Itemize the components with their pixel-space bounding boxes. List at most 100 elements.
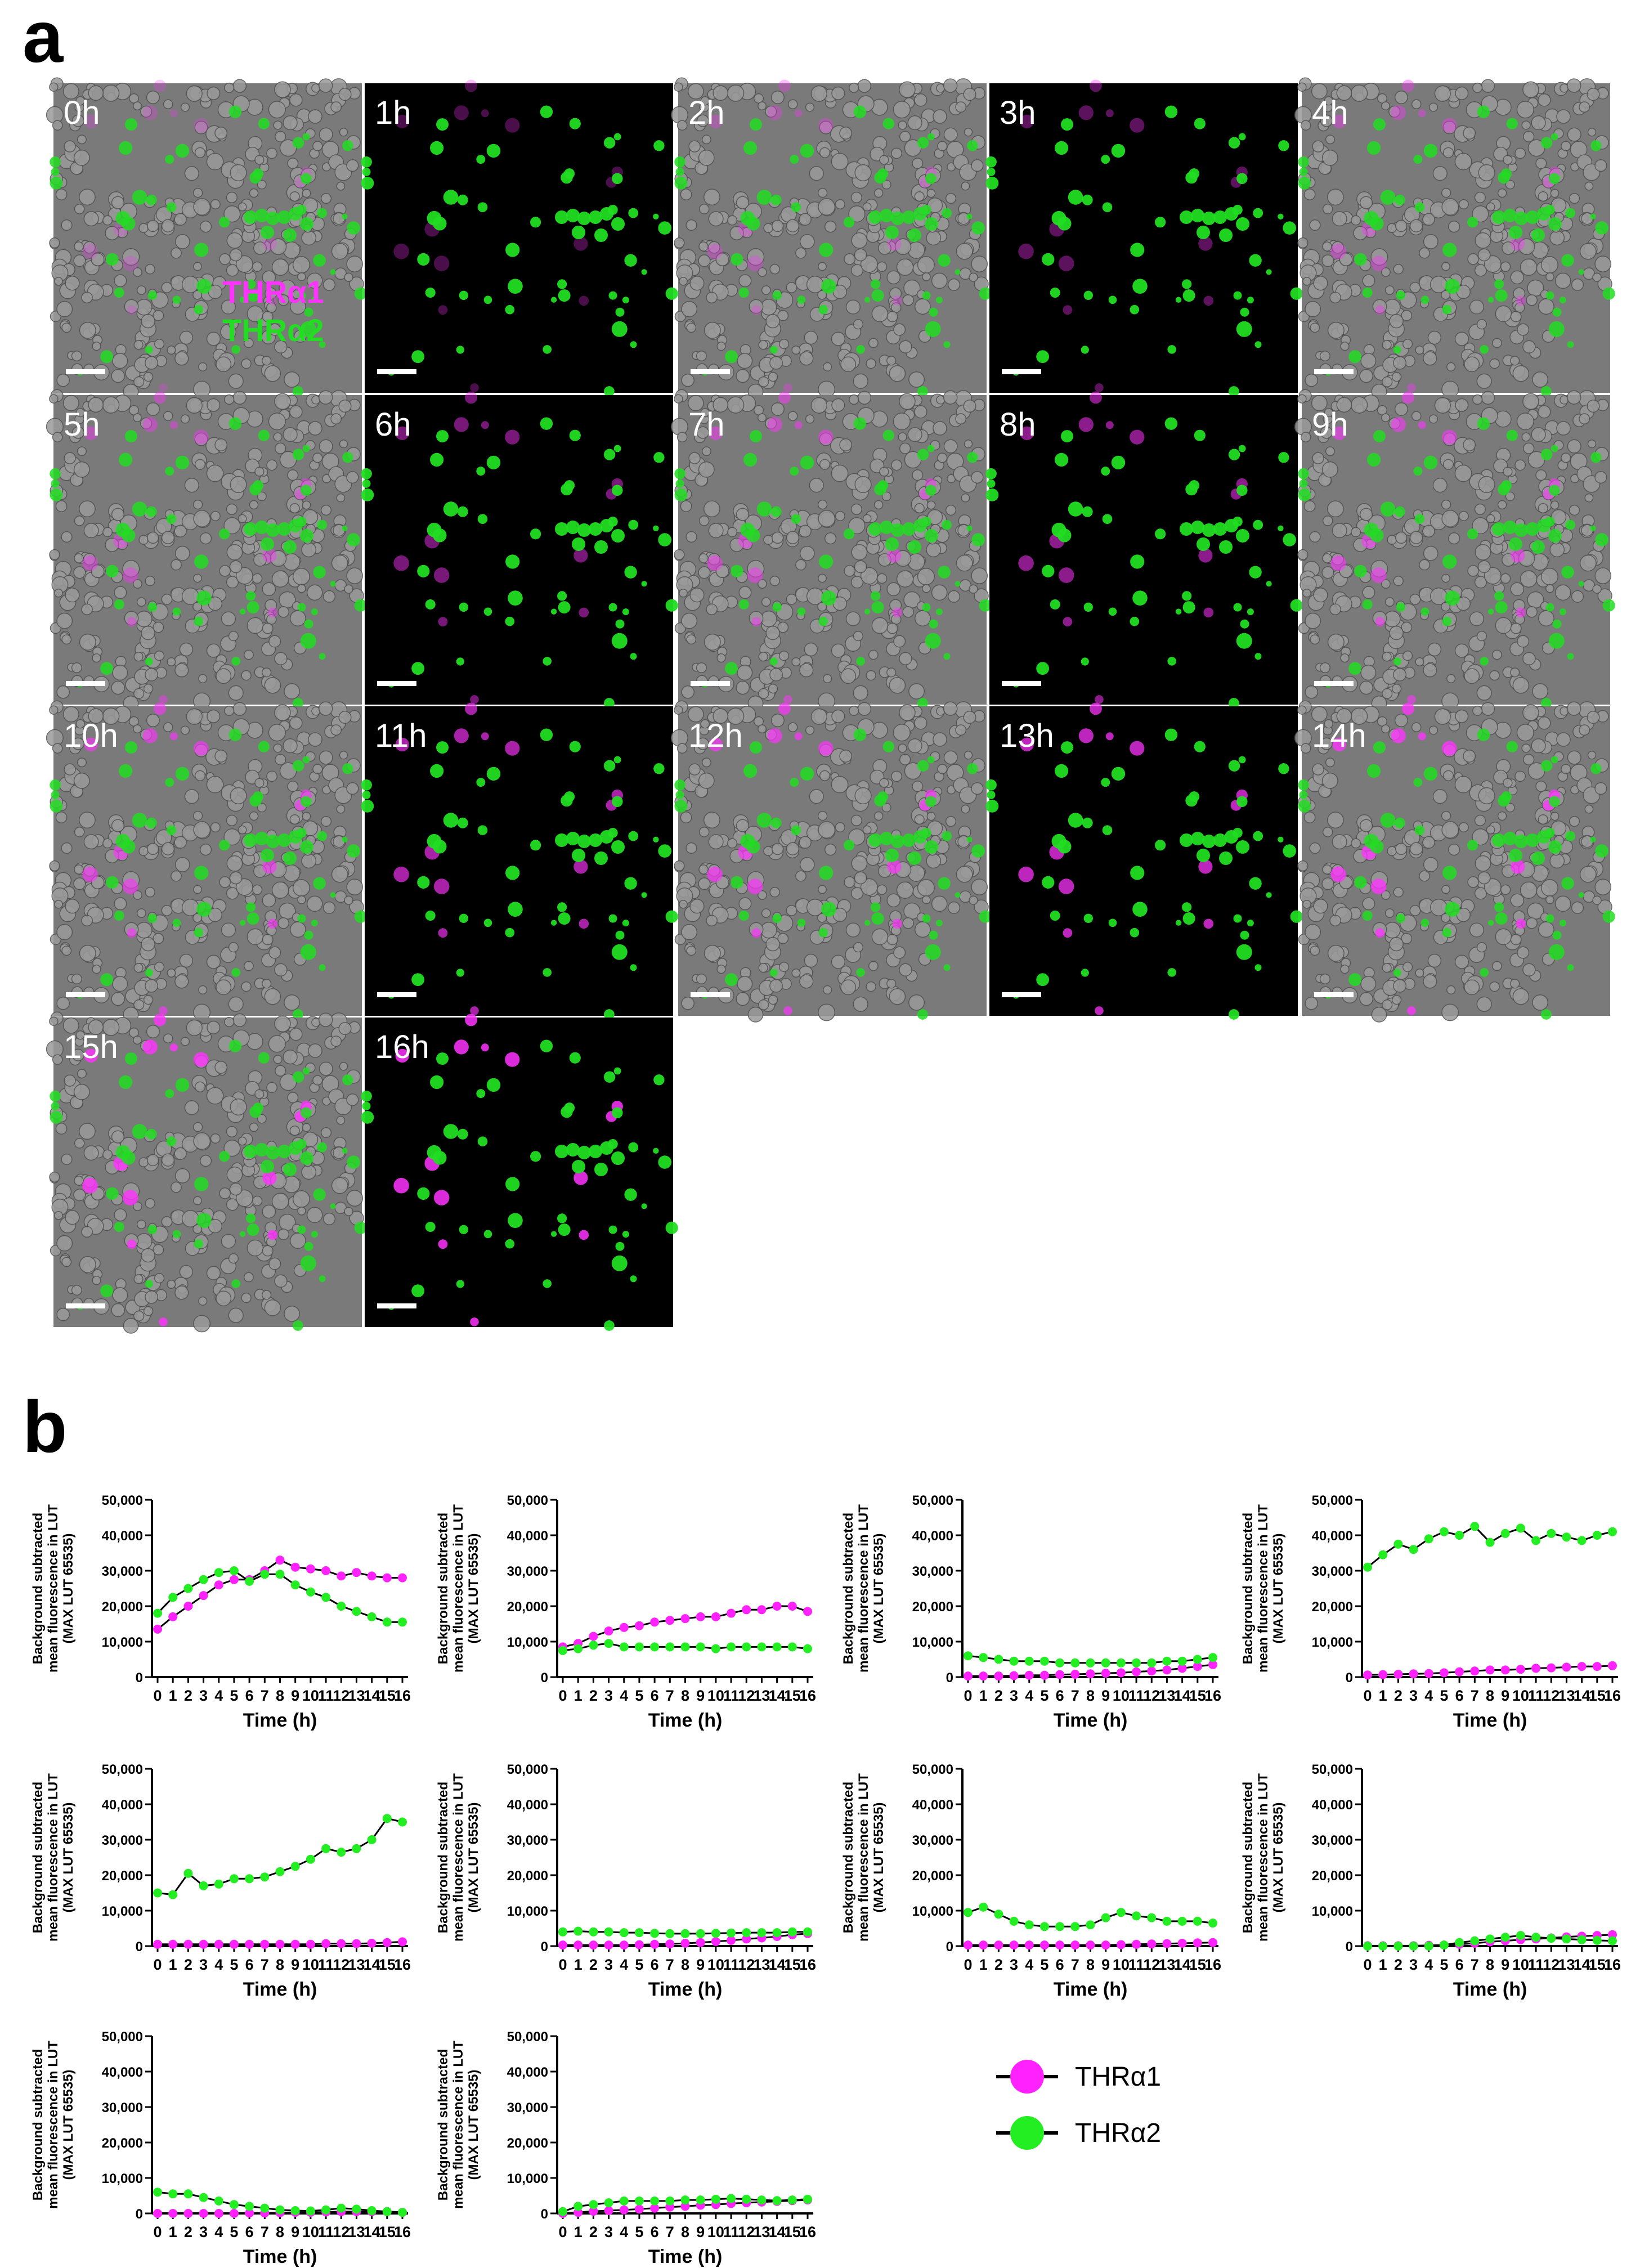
data-point [1039,1670,1049,1680]
data-point [1070,1670,1080,1679]
data-point [229,1939,239,1949]
data-point [665,1616,675,1625]
data-point [680,1614,690,1624]
data-point [1101,1658,1110,1668]
x-tick-label: 0 [558,2224,567,2240]
data-point [1485,1665,1495,1675]
data-point [1393,1942,1403,1951]
x-tick-label: 8 [1486,1687,1494,1704]
data-point [1193,1938,1202,1948]
data-point [757,2195,767,2205]
x-tick-label: 2 [184,1687,192,1704]
data-point [183,1602,193,1611]
y-tick-label: 50,000 [507,1762,548,1777]
data-point [337,1848,346,1857]
data-point [558,1940,567,1950]
tile-time-label: 16h [375,1029,429,1065]
data-point [1055,1922,1065,1931]
scale-bar [377,992,416,997]
data-point [1455,1667,1464,1677]
x-tick-label: 3 [1409,1956,1418,1973]
data-point [1177,1656,1187,1666]
data-point [589,1631,598,1641]
x-tick-label: 0 [1363,1687,1372,1704]
data-point [367,1571,377,1581]
micro-tile-16h: 16h [361,1014,678,1331]
data-point [1531,1664,1541,1673]
y-tick-label: 50,000 [1312,1493,1353,1508]
data-point [245,2202,254,2211]
data-point [979,1653,988,1662]
series-line-2 [157,1817,403,1896]
tile-time-label: 3h [1000,95,1036,131]
data-point [619,1940,629,1950]
data-point [558,1646,567,1655]
x-tick-label: 13 [1158,1687,1175,1704]
data-point [1086,1658,1095,1668]
x-tick-label: 15 [1189,1687,1206,1704]
x-tick-label: 1 [574,1956,582,1973]
data-point [994,1940,1003,1950]
x-tick-label: 4 [620,1687,628,1704]
x-tick-label: 10 [707,1687,724,1704]
data-point [1409,1545,1418,1554]
y-tick-label: 10,000 [912,1635,953,1650]
scale-bar [377,681,416,686]
data-point [589,2200,598,2209]
x-tick-label: 8 [681,1687,689,1704]
x-tick-label: 12 [1143,1956,1160,1973]
x-tick-label: 12 [738,1687,755,1704]
data-point [290,1562,300,1572]
data-point [183,1584,193,1593]
data-point [1024,1920,1034,1930]
x-tick-label: 14 [364,1956,380,1973]
data-point [398,1573,407,1583]
x-tick-label: 2 [589,1687,598,1704]
data-point [604,1639,613,1648]
x-tick-label: 15 [784,2224,801,2240]
x-tick-label: 2 [589,2224,598,2240]
y-tick-label: 30,000 [1312,1833,1353,1848]
data-point [168,1593,178,1602]
data-point [168,1612,178,1621]
x-tick-label: 12 [738,2224,755,2240]
x-axis-label: Time (h) [1054,1979,1128,2000]
x-tick-label: 5 [635,1956,643,1973]
x-tick-label: 16 [394,1956,411,1973]
data-point [619,1642,629,1652]
x-tick-label: 5 [1440,1956,1448,1973]
data-point [214,2196,223,2206]
tile-time-label: 10h [64,718,118,754]
x-tick-label: 8 [681,2224,689,2240]
x-tick-label: 14 [364,2224,380,2240]
channel-label-thra2: THRα2 [222,312,324,348]
x-tick-label: 7 [261,2224,269,2240]
y-tick-label: 0 [946,1939,953,1955]
panel-letter-a: a [23,0,64,78]
data-point [1455,1938,1464,1947]
x-tick-label: 6 [245,2224,254,2240]
data-point [199,1881,208,1890]
x-tick-label: 7 [666,2224,674,2240]
x-tick-label: 11 [318,2224,334,2240]
y-tick-label: 40,000 [507,2065,548,2080]
data-point [290,1862,300,1871]
data-point [964,1908,973,1917]
data-point [1516,1931,1525,1940]
data-point [1009,1940,1019,1950]
data-point [964,1940,973,1950]
x-tick-label: 5 [230,1687,238,1704]
data-point [1193,1916,1202,1926]
micro-tile-12h: 12h [670,700,992,1023]
x-tick-label: 6 [245,1687,254,1704]
data-point [229,1566,239,1575]
x-tick-label: 16 [1604,1956,1621,1973]
data-point [1055,1670,1065,1679]
data-point [680,1929,690,1938]
y-tick-label: 20,000 [102,1868,143,1884]
data-point [1393,1539,1403,1549]
x-tick-label: 8 [276,1687,284,1704]
data-point [1024,1940,1034,1950]
